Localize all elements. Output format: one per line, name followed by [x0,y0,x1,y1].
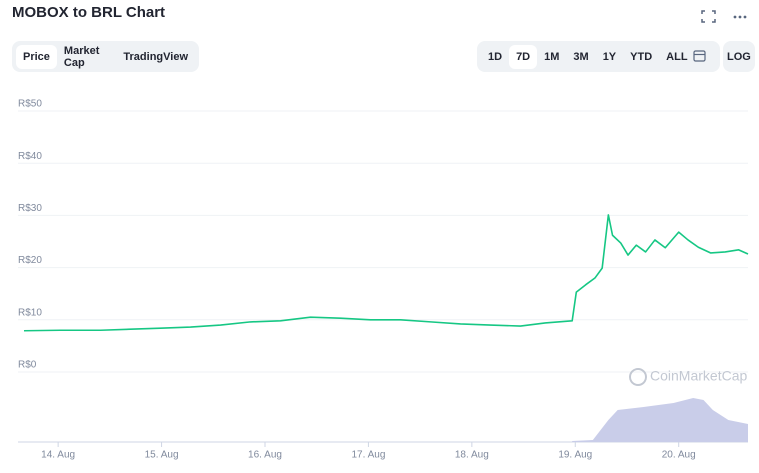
x-tick-label: 16. Aug [248,450,282,461]
x-tick-label: 19. Aug [558,450,592,461]
tab[interactable]: Market Cap [63,44,100,69]
x-tick-label: 18. Aug [455,450,489,461]
range-button[interactable]: 3M [573,50,589,63]
calendar-glyph [693,50,706,62]
volume-area [572,398,748,442]
range-button[interactable]: ALL [666,50,688,63]
x-tick-label: 20. Aug [662,450,696,461]
watermark: CoinMarketCap [650,368,747,384]
range-button[interactable]: 1D [488,50,503,63]
y-tick-label: R$40 [18,151,42,162]
y-tick-label: R$0 [18,360,37,371]
more-icon[interactable] [733,15,747,19]
x-tick-label: 15. Aug [145,450,179,461]
watermark-logo [629,368,647,386]
log-button[interactable]: LOG [727,50,751,63]
range-button[interactable]: 1Y [602,50,617,63]
tab[interactable]: Price [16,44,57,69]
range-button[interactable]: YTD [630,50,653,63]
expand-icon[interactable] [701,10,716,23]
range-group: 1D 7D 1M 3M 1Y YTD ALL [477,41,720,72]
tab[interactable]: TradingView [123,50,188,63]
range-button[interactable]: 1M [544,50,560,63]
expand-glyph [701,10,716,23]
calendar-icon[interactable] [693,50,706,62]
title: MOBOX to BRL Chart [12,4,166,21]
x-tick-label: 17. Aug [351,450,385,461]
y-tick-label: R$20 [18,255,42,266]
price-line [23,214,749,332]
dot [738,15,742,19]
dot [733,15,737,19]
y-tick-label: R$30 [18,203,42,214]
dot [743,15,747,19]
tab-group: Price Market Cap TradingView [12,41,199,72]
y-tick-label: R$50 [18,99,42,110]
y-tick-label: R$10 [18,307,42,318]
x-tick-label: 14. Aug [41,450,75,461]
log-group: LOG [723,41,755,72]
range-button[interactable]: 7D [509,44,538,69]
